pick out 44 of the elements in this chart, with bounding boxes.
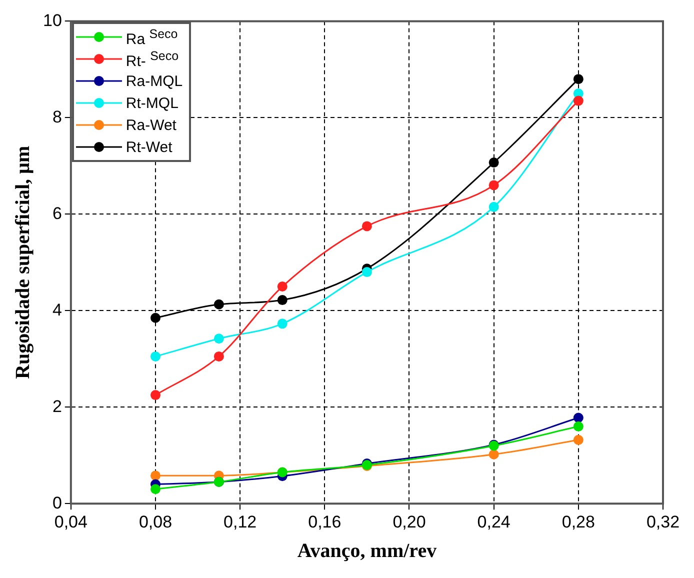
y-tick-label: 6 [52,204,62,223]
point [277,295,288,306]
point [150,312,160,323]
point [214,299,224,310]
legend-label: Rt- $^{Seco}$ [126,48,179,70]
point [150,470,160,481]
x-tick-label: 0,08 [138,512,172,532]
x-tick-label: 0,12 [224,512,257,532]
point [277,318,288,329]
y-tick-label: 2 [52,396,62,416]
point [488,158,499,168]
point [277,282,288,292]
point [573,412,584,423]
point [150,390,160,400]
y-axis-title: Rugosidade superficial, µm [12,145,34,379]
x-tick-label: 0,24 [477,512,510,532]
point [150,351,160,362]
point [488,180,499,190]
legend-label: Ra $^{Seco}$ [126,26,178,48]
point [573,74,584,84]
x-tick-label: 0,20 [392,512,426,532]
legend-label: Rt-Wet [126,138,172,156]
x-tick-label: 0,32 [646,512,680,532]
y-tick-label: 4 [52,300,62,320]
point [573,96,584,106]
legend-label: Ra-Wet [126,116,176,134]
point [488,449,499,460]
point [488,202,499,212]
point [573,421,584,432]
legend-label: Ra-MQL [126,72,183,90]
point [150,484,160,494]
legend-label: Rt-MQL [126,94,178,112]
point [214,351,224,362]
x-axis-title: Avanço, mm/rev [297,540,437,562]
point [573,434,584,445]
y-tick-label: 10 [42,10,62,30]
x-tick-label: 0,28 [562,512,595,532]
point [214,334,224,344]
point [362,221,372,232]
x-tick-label: 0,16 [308,512,342,532]
y-tick-label: 8 [52,107,62,126]
x-tick-label: 0,04 [54,512,88,532]
point [362,267,372,278]
y-tick-label: 0 [52,493,62,512]
